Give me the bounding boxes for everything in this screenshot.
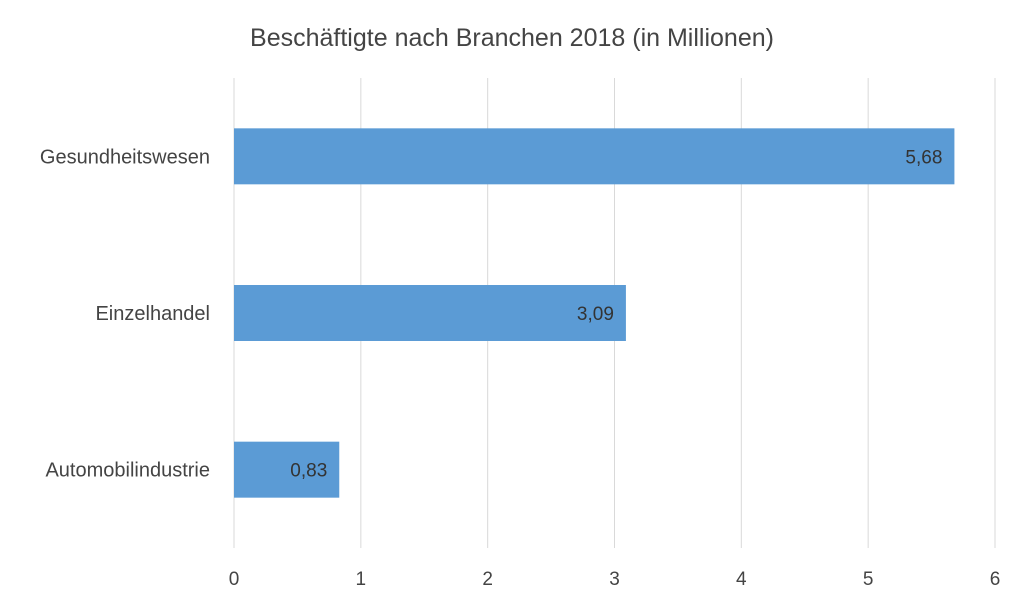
x-tick-labels: 0 1 2 3 4 5 6 [229, 569, 1001, 590]
x-tick-label-2: 2 [482, 569, 493, 590]
category-label-einzelhandel: Einzelhandel [95, 303, 210, 325]
category-label-automobilindustrie: Automobilindustrie [45, 460, 210, 482]
data-label-einzelhandel: 3,09 [577, 304, 614, 325]
bars [234, 128, 955, 498]
x-tick-label-5: 5 [863, 569, 874, 590]
x-tick-label-0: 0 [229, 569, 240, 590]
category-labels: Gesundheitswesen Einzelhandel Automobilind… [40, 146, 210, 481]
bar-einzelhandel [234, 285, 626, 341]
category-label-gesundheitswesen: Gesundheitswesen [40, 146, 210, 168]
data-label-automobilindustrie: 0,83 [290, 461, 327, 482]
x-tick-label-3: 3 [609, 569, 620, 590]
bar-automobilindustrie [234, 441, 340, 498]
data-labels: 5,68 3,09 0,83 [290, 147, 942, 481]
x-tick-label-6: 6 [990, 569, 1001, 590]
chart-title: Beschäftigte nach Branchen 2018 (in Mill… [250, 24, 774, 52]
bar-gesundheitswesen [234, 128, 955, 185]
x-tick-label-1: 1 [356, 569, 367, 590]
x-tick-label-4: 4 [736, 569, 747, 590]
data-label-gesundheitswesen: 5,68 [905, 147, 942, 168]
